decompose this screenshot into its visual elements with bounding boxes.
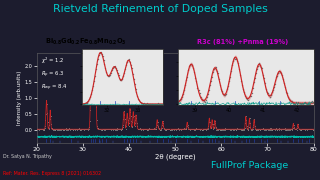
Text: Rietveld Refinement of Doped Samples: Rietveld Refinement of Doped Samples [52, 4, 268, 15]
Text: Ref: Mater. Res. Express 8 (2021) 016302: Ref: Mater. Res. Express 8 (2021) 016302 [3, 171, 101, 176]
Y-axis label: Intensity (arb.units): Intensity (arb.units) [17, 71, 22, 125]
X-axis label: 2θ (degree): 2θ (degree) [155, 154, 196, 160]
Text: R3c (81%) +Pnma (19%): R3c (81%) +Pnma (19%) [197, 39, 289, 45]
Text: FullProf Package: FullProf Package [211, 161, 288, 170]
Text: $\chi^2$ = 1.2: $\chi^2$ = 1.2 [41, 56, 64, 66]
Text: $\mathbf{Bi_{0.8}Gd_{0.2}Fe_{0.8}Mn_{0.2}O_3}$: $\mathbf{Bi_{0.8}Gd_{0.2}Fe_{0.8}Mn_{0.2… [45, 37, 127, 48]
Text: Dr. Satya N. Tripathy: Dr. Satya N. Tripathy [3, 154, 52, 159]
Text: $R_p$ = 6.3: $R_p$ = 6.3 [41, 69, 65, 80]
Text: $R_{wp}$ = 8.4: $R_{wp}$ = 8.4 [41, 83, 68, 93]
